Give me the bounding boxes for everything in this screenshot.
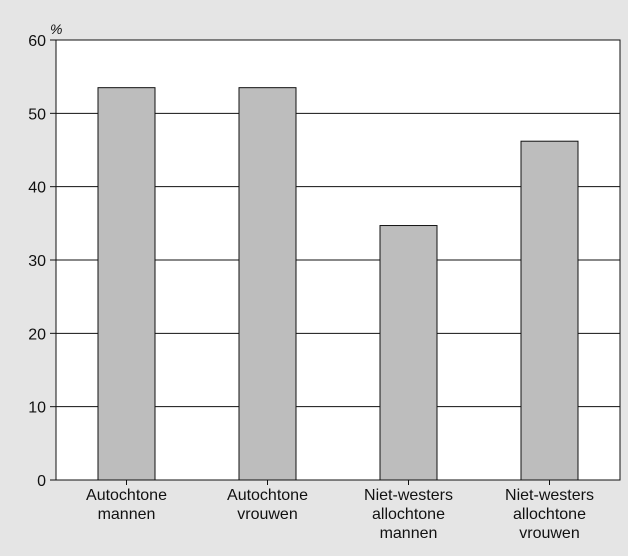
x-category-label-line: allochtone — [513, 506, 586, 523]
bar — [379, 225, 438, 481]
bar — [520, 140, 579, 481]
bars — [97, 87, 579, 481]
y-tick-label: 30 — [28, 253, 46, 270]
x-category-label-line: Niet-westers — [505, 487, 594, 504]
y-tick-label: 60 — [28, 33, 46, 50]
x-category-label: Autochtone mannen — [86, 487, 167, 523]
x-category-label-line: mannen — [98, 506, 156, 523]
bar — [97, 87, 156, 481]
y-tick-label: 20 — [28, 326, 46, 343]
x-category-label: Autochtone vrouwen — [227, 487, 308, 523]
x-category-label: Niet-westers allochtone vrouwen — [505, 487, 594, 542]
y-tick-label: 50 — [28, 106, 46, 123]
y-axis-ticks: 0 10 20 30 40 50 60 — [28, 33, 56, 490]
x-category-label-line: Autochtone — [227, 487, 308, 504]
unit-label: % — [50, 21, 62, 37]
x-category-label-line: mannen — [380, 525, 438, 542]
y-tick-label: 40 — [28, 180, 46, 197]
y-tick-label: 10 — [28, 400, 46, 417]
y-tick-label: 0 — [37, 473, 46, 490]
x-category-label-line: vrouwen — [519, 525, 579, 542]
x-category-label-line: Niet-westers — [364, 487, 453, 504]
x-category-label-line: vrouwen — [237, 506, 297, 523]
x-category-label-line: Autochtone — [86, 487, 167, 504]
x-category-label: Niet-westers allochtone mannen — [364, 487, 453, 542]
bar — [238, 87, 297, 481]
x-category-label-line: allochtone — [372, 506, 445, 523]
